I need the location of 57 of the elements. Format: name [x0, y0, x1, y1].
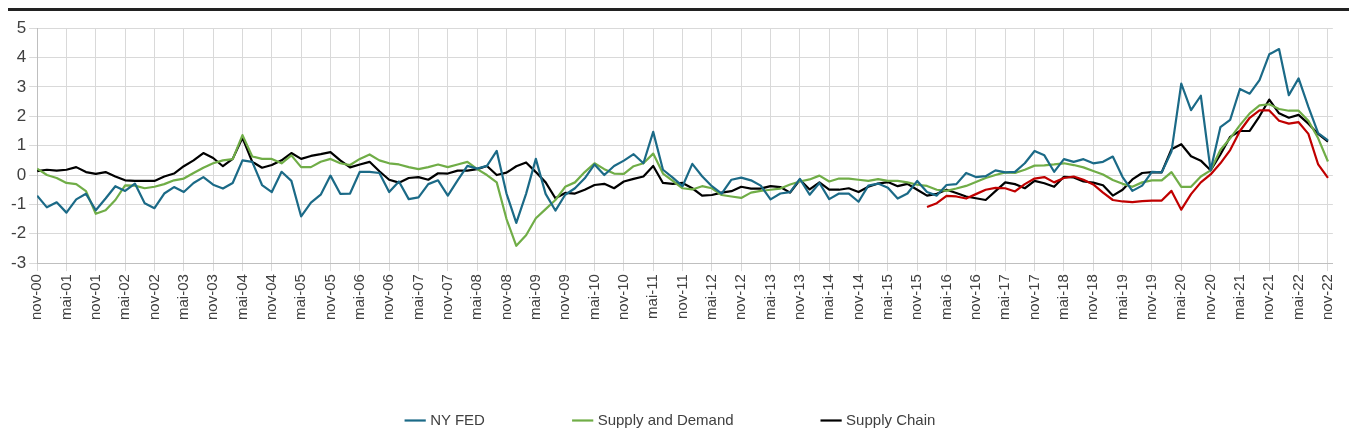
x-tick-label: nov-04 [261, 274, 279, 321]
x-tick-label: nov-09 [555, 274, 573, 321]
legend-label: Supply and Demand [597, 410, 734, 428]
x-tick-label: mai-14 [819, 274, 837, 320]
x-tick-label: nov-00 [27, 274, 45, 321]
x-tick-label: mai-21 [1230, 274, 1248, 320]
x-tick-label: nov-20 [1200, 274, 1218, 321]
x-tick-label: nov-02 [144, 274, 162, 321]
x-tick-label: nov-13 [790, 274, 808, 321]
x-tick-label: mai-20 [1171, 274, 1189, 320]
x-tick-label: mai-03 [173, 274, 191, 320]
legend-label: NY FED [430, 410, 486, 428]
x-tick-label: mai-11 [643, 274, 661, 319]
x-tick-label: mai-15 [878, 274, 896, 320]
x-tick-label: mai-08 [467, 274, 485, 320]
x-tick-label: nov-14 [848, 274, 866, 321]
x-tick-label: nov-18 [1083, 274, 1101, 321]
x-tick-label: mai-02 [115, 274, 133, 320]
x-tick-label: nov-19 [1142, 274, 1160, 321]
x-tick-label: mai-12 [702, 274, 720, 320]
x-tick-label: nov-11 [672, 274, 690, 319]
x-tick-label: mai-05 [291, 274, 309, 320]
x-tick-label: mai-01 [56, 274, 74, 320]
y-tick-label: 5 [16, 17, 27, 37]
y-tick-label: 0 [16, 164, 27, 184]
y-tick-label: 3 [16, 76, 27, 96]
x-tick-label: mai-18 [1054, 274, 1072, 320]
x-tick-label: mai-16 [936, 274, 954, 320]
x-tick-label: nov-10 [614, 274, 631, 321]
legend-label: Supply Chain [846, 410, 936, 428]
x-tick-label: mai-09 [525, 274, 543, 320]
y-tick-label: -3 [10, 252, 27, 272]
x-tick-label: mai-13 [760, 274, 778, 320]
x-tick-label: mai-10 [584, 274, 602, 320]
x-tick-label: nov-22 [1318, 274, 1336, 321]
x-tick-label: mai-19 [1112, 274, 1130, 320]
x-tick-label: nov-21 [1259, 274, 1277, 321]
x-tick-label: mai-04 [232, 274, 250, 320]
y-tick-label: 1 [16, 135, 27, 155]
x-tick-label: mai-06 [349, 274, 367, 320]
x-tick-label: nov-12 [731, 274, 749, 321]
x-tick-label: mai-07 [408, 274, 426, 320]
x-tick-label: mai-17 [995, 274, 1013, 320]
x-tick-label: nov-17 [1024, 274, 1042, 321]
x-tick-label: nov-07 [437, 274, 455, 321]
x-tick-label: nov-06 [379, 274, 397, 321]
x-tick-label: nov-01 [85, 274, 103, 321]
y-tick-label: -2 [10, 223, 27, 243]
x-tick-label: mai-22 [1288, 274, 1306, 320]
x-tick-label: nov-05 [320, 274, 338, 321]
y-tick-label: 4 [16, 47, 27, 67]
x-tick-label: nov-03 [203, 274, 221, 321]
x-tick-label: nov-15 [907, 274, 925, 321]
x-tick-label: nov-08 [496, 274, 514, 321]
y-tick-label: -1 [10, 194, 27, 214]
x-tick-label: nov-16 [966, 274, 984, 321]
y-tick-label: 2 [16, 105, 27, 125]
